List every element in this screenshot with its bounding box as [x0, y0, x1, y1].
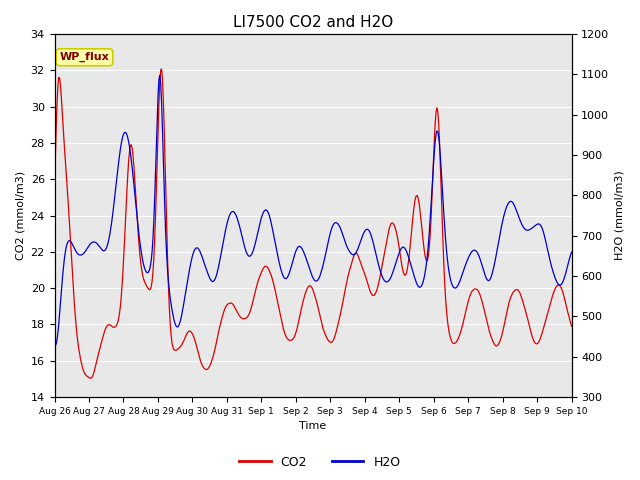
- X-axis label: Time: Time: [300, 421, 326, 432]
- Text: WP_flux: WP_flux: [60, 52, 109, 62]
- Y-axis label: H2O (mmol/m3): H2O (mmol/m3): [615, 171, 625, 261]
- Legend: CO2, H2O: CO2, H2O: [234, 451, 406, 474]
- Title: LI7500 CO2 and H2O: LI7500 CO2 and H2O: [233, 15, 393, 30]
- Y-axis label: CO2 (mmol/m3): CO2 (mmol/m3): [15, 171, 25, 260]
